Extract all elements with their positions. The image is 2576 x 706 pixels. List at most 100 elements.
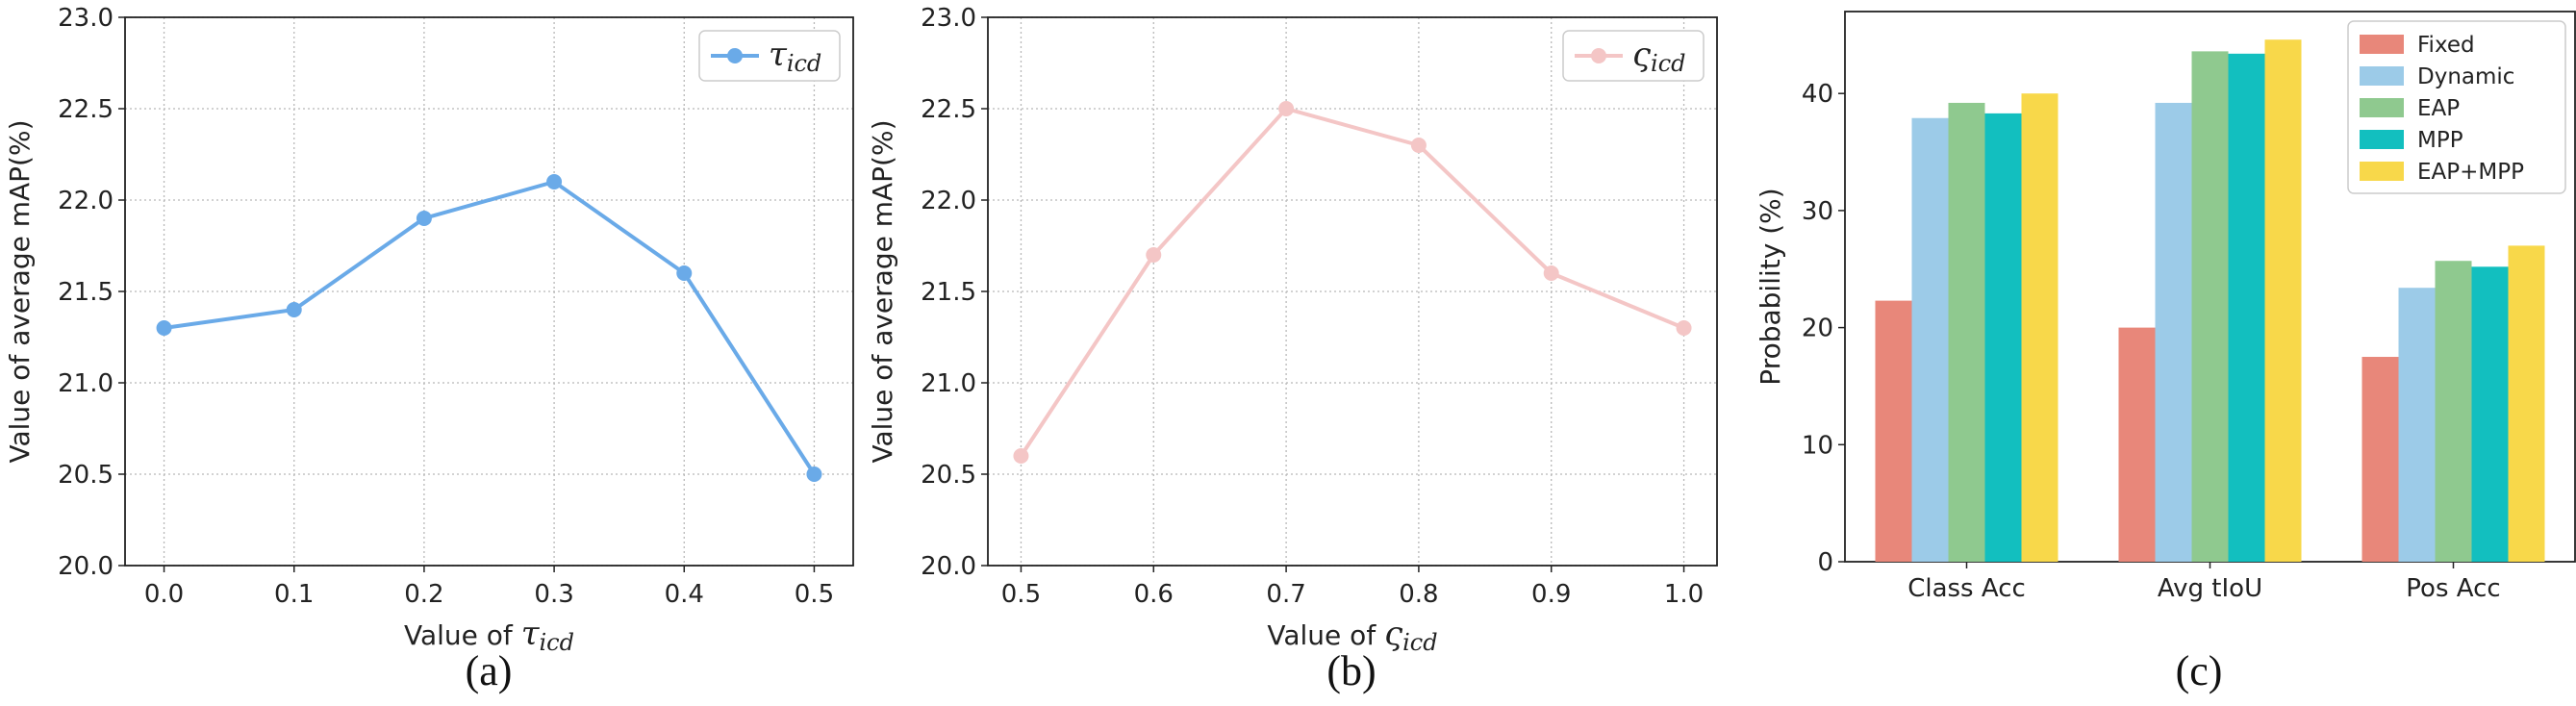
caption: (b) [1326, 647, 1376, 694]
legend-swatch [2360, 98, 2404, 117]
legend-label-symbol: τ [769, 36, 788, 74]
data-point [286, 302, 302, 317]
y-tick-label: 21.5 [921, 278, 976, 307]
data-point [416, 211, 432, 226]
y-tick-label: 21.5 [58, 278, 114, 307]
bar [2435, 261, 2472, 562]
bar [2361, 357, 2399, 562]
data-point [156, 320, 172, 336]
caption: (c) [2176, 647, 2223, 694]
bar [2021, 93, 2058, 562]
data-point [1278, 101, 1295, 116]
x-axis-label: Value of τicd [404, 615, 574, 656]
caption: (a) [466, 647, 513, 694]
data-point [676, 265, 693, 281]
chart-1: 20.0 20.5 21.0 21.5 22.0 22.5 23.0 0.5 0.6 0.7 0.8… [867, 4, 1718, 694]
x-tick-label: 0.4 [665, 580, 704, 609]
x-tick-label: 0.6 [1134, 580, 1174, 609]
y-tick-label: 21.0 [921, 369, 976, 398]
legend-label-subscript: icd [787, 50, 821, 77]
y-tick-label: 22.0 [58, 187, 114, 215]
x-axis-label-symbol: ς [1384, 615, 1403, 653]
x-axis-label: Value of ςicd [1267, 615, 1437, 656]
data-point [1013, 448, 1029, 464]
bar [1911, 117, 1949, 563]
x-axis-label-subscript: icd [540, 629, 574, 656]
x-tick-label: 1.0 [1664, 580, 1704, 609]
y-tick-label: 0 [1817, 548, 1833, 577]
legend-box [1562, 30, 1705, 82]
x-tick-label: Avg tIoU [2158, 574, 2262, 603]
bar [2264, 39, 2302, 563]
y-tick-label: 22.0 [921, 187, 976, 215]
y-axis-label: Value of average mAP(%) [867, 120, 898, 464]
legend-marker [727, 48, 743, 63]
bar [1875, 300, 1912, 562]
bar [2508, 245, 2545, 563]
bar [2191, 51, 2229, 562]
y-tick-label: 22.5 [58, 95, 114, 124]
y-tick-label: 23.0 [58, 4, 114, 33]
data-point [1543, 265, 1559, 281]
x-axis-label-symbol: τ [521, 615, 541, 653]
x-tick-label: Pos Acc [2406, 574, 2500, 603]
y-axis-label: Probability (%) [1755, 188, 1786, 385]
data-point [1410, 138, 1427, 153]
y-tick-label: 20.5 [58, 461, 114, 490]
bar [2228, 53, 2265, 563]
legend-swatch [2360, 66, 2404, 86]
x-tick-label: 0.8 [1399, 580, 1438, 609]
legend-swatch [2360, 35, 2404, 54]
x-tick-label: 0.1 [274, 580, 314, 609]
data-point [546, 174, 563, 189]
legend-label: MPP [2417, 128, 2463, 153]
x-tick-label: Class Acc [1907, 574, 2026, 603]
data-point [1676, 320, 1692, 336]
x-tick-label: 0.5 [1001, 580, 1041, 609]
x-tick-label: 0.5 [795, 580, 834, 609]
y-tick-label: 21.0 [58, 369, 114, 398]
x-tick-label: 0.2 [404, 580, 443, 609]
legend-label: Dynamic [2417, 64, 2514, 89]
chart-2: 0 10 20 30 40 Class Acc Avg tIoU Pos Acc Probabi… [1755, 11, 2576, 694]
bar [2155, 102, 2192, 562]
legend-label: EAP+MPP [2417, 160, 2524, 185]
legend-swatch [2360, 130, 2404, 149]
legend-label: ςicd [1632, 36, 1686, 77]
x-axis-label-prefix: Value of [1267, 619, 1384, 651]
legend-label-symbol: ς [1632, 36, 1652, 74]
legend-label: τicd [769, 36, 821, 77]
legend-swatch [2360, 162, 2404, 181]
y-tick-label: 10 [1802, 431, 1833, 460]
x-tick-label: 0.0 [144, 580, 184, 609]
legend-box [698, 30, 841, 82]
x-axis-label-prefix: Value of [404, 619, 521, 651]
legend-label: Fixed [2417, 33, 2475, 58]
plot-frame [987, 16, 1718, 567]
y-tick-label: 40 [1802, 80, 1833, 109]
x-tick-label: 0.7 [1266, 580, 1305, 609]
y-tick-label: 20 [1802, 315, 1833, 343]
legend-marker [1591, 48, 1606, 63]
y-tick-label: 20.5 [921, 461, 976, 490]
legend-label-subscript: icd [1651, 50, 1685, 77]
data-point [1146, 247, 1162, 263]
bar [2398, 288, 2436, 562]
bar [1948, 102, 1985, 562]
y-tick-label: 23.0 [921, 4, 976, 33]
data-point [806, 466, 822, 482]
y-tick-label: 20.0 [58, 552, 114, 581]
legend-box [2347, 20, 2566, 194]
x-axis-label-subscript: icd [1402, 629, 1437, 656]
series-line [164, 179, 817, 476]
chart-0: 20.0 20.5 21.0 21.5 22.0 22.5 23.0 0.0 0.1 0.2 0.3… [4, 4, 854, 694]
series-line [1019, 106, 1685, 458]
x-tick-label: 0.9 [1531, 580, 1571, 609]
legend-label: EAP [2417, 96, 2460, 121]
y-tick-label: 20.0 [921, 552, 976, 581]
plot-frame [124, 16, 854, 567]
bar [2471, 266, 2509, 562]
x-tick-label: 0.3 [534, 580, 573, 609]
bar [2118, 327, 2156, 562]
